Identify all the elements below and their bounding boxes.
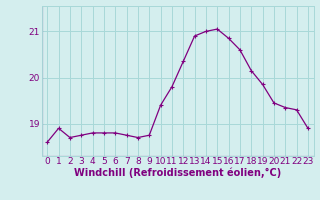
X-axis label: Windchill (Refroidissement éolien,°C): Windchill (Refroidissement éolien,°C) — [74, 167, 281, 178]
